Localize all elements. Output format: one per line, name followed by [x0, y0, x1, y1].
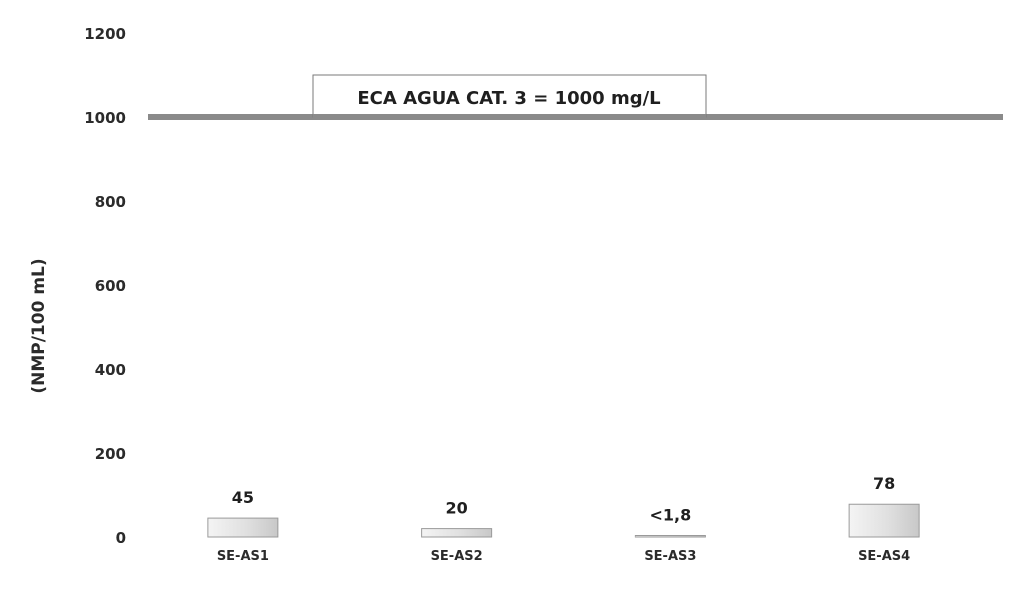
- y-tick-label: 600: [95, 277, 126, 295]
- data-labels: 45 20 <1,8 78: [232, 474, 896, 524]
- y-tick-label: 200: [95, 445, 126, 463]
- bar-se-as1: [207, 517, 279, 538]
- x-tick-label: SE-AS1: [217, 549, 269, 564]
- data-label-se-as1: 45: [232, 488, 254, 507]
- reference-line-group: ECA AGUA CAT. 3 = 1000 mg/L: [148, 74, 1003, 120]
- y-tick-label: 800: [95, 193, 126, 211]
- x-tick-label: SE-AS2: [431, 549, 483, 564]
- y-tick-label: 0: [116, 529, 126, 547]
- reference-line-label: ECA AGUA CAT. 3 = 1000 mg/L: [357, 88, 660, 109]
- data-label-se-as3: <1,8: [650, 506, 692, 525]
- y-tick-label: 400: [95, 361, 126, 379]
- y-axis-ticks: 0 200 400 600 800 1000 1200: [84, 25, 126, 547]
- x-tick-label: SE-AS3: [644, 549, 696, 564]
- bar-se-as4: [848, 503, 920, 538]
- y-tick-label: 1000: [84, 109, 126, 127]
- data-label-se-as4: 78: [873, 474, 895, 493]
- bars: [207, 503, 920, 538]
- bar-se-as2: [421, 528, 493, 538]
- bar-se-as3: [634, 535, 706, 538]
- x-tick-label: SE-AS4: [858, 549, 910, 564]
- y-axis-label: (NMP/100 mL): [29, 258, 49, 393]
- data-label-se-as2: 20: [445, 499, 467, 518]
- x-axis-ticks: SE-AS1 SE-AS2 SE-AS3 SE-AS4: [217, 549, 910, 564]
- y-tick-label: 1200: [84, 25, 126, 43]
